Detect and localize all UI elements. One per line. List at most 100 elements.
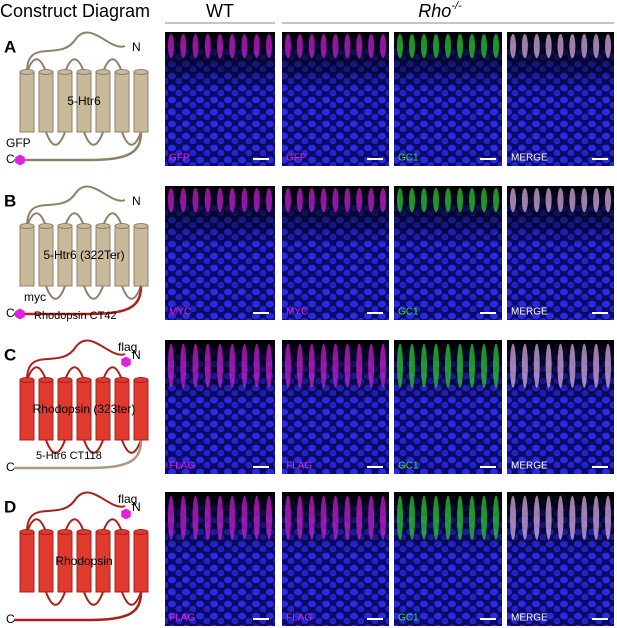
micrograph: FLAG <box>165 340 275 474</box>
stain <box>229 343 236 388</box>
helix-cap <box>95 69 111 75</box>
stain <box>581 343 588 388</box>
helix-cap <box>76 377 92 383</box>
stain <box>241 188 248 213</box>
helix <box>38 531 54 593</box>
stain <box>593 34 600 59</box>
loop <box>26 31 142 146</box>
stain <box>356 188 363 213</box>
stain <box>569 495 576 540</box>
stain <box>557 188 564 213</box>
c-terminus <box>14 285 143 316</box>
stain <box>445 34 451 59</box>
stain <box>481 188 487 213</box>
stain <box>469 34 475 59</box>
stain <box>241 495 248 540</box>
stain <box>457 188 463 213</box>
stain <box>229 34 236 59</box>
channel-label: MERGE <box>511 613 548 624</box>
micrograph: GC1 <box>394 340 502 474</box>
stain <box>409 343 415 388</box>
stain <box>521 495 528 540</box>
stain <box>433 188 439 213</box>
helix-cap <box>114 529 130 535</box>
stain <box>285 343 291 388</box>
helix-cap <box>38 223 54 229</box>
stain <box>204 188 211 213</box>
helix-cap <box>133 223 149 229</box>
n-label: N <box>132 194 141 208</box>
stain <box>569 34 576 59</box>
stain <box>168 343 174 388</box>
micrograph: FLAG <box>282 492 389 626</box>
helix-cap <box>38 529 54 535</box>
helix-cap <box>133 69 149 75</box>
tag-hexagon <box>15 154 25 166</box>
stain <box>433 343 439 388</box>
stain <box>593 188 600 213</box>
stain <box>168 495 174 540</box>
stain <box>397 495 403 540</box>
stain <box>320 343 327 388</box>
stain <box>397 188 403 213</box>
channel-label: FLAG <box>286 461 312 472</box>
tail-label: Rhodopsin CT42 <box>34 310 117 322</box>
stain <box>397 343 403 388</box>
stain <box>253 343 260 388</box>
construct-name: Rhodopsin (323ter) <box>33 402 136 416</box>
helix-cap <box>19 223 35 229</box>
stain <box>296 34 303 59</box>
channel-label: MERGE <box>511 461 548 472</box>
channel-label: MERGE <box>511 307 548 318</box>
stain <box>533 34 540 59</box>
stain <box>266 343 272 388</box>
stain <box>320 495 327 540</box>
stain <box>421 343 427 388</box>
stain <box>605 495 611 540</box>
helix-cap <box>57 223 73 229</box>
tail-label: 5-Htr6 CT118 <box>36 450 102 462</box>
helix <box>19 531 35 593</box>
construct-name: 5-Htr6 <box>67 94 101 108</box>
stain <box>217 188 223 213</box>
stain <box>296 495 303 540</box>
stain <box>445 343 451 388</box>
stain <box>457 495 463 540</box>
helix-cap <box>114 377 130 383</box>
micrograph: GFP <box>165 32 275 166</box>
stain <box>380 188 386 213</box>
stain <box>192 34 199 59</box>
stain <box>557 495 564 540</box>
row-letter: D <box>4 497 16 516</box>
stain <box>368 188 375 213</box>
stain <box>493 343 499 388</box>
stain <box>421 34 427 59</box>
helix-cap <box>114 223 130 229</box>
stain <box>229 495 236 540</box>
helix-cap <box>133 529 149 535</box>
stain <box>332 188 339 213</box>
stain <box>457 343 463 388</box>
helix <box>19 225 35 287</box>
stain <box>356 495 363 540</box>
stain <box>605 188 611 213</box>
helix-cap <box>19 377 35 383</box>
stain <box>545 343 552 388</box>
construct-name: Rhodopsin <box>55 554 112 568</box>
stain <box>253 188 260 213</box>
helix-cap <box>76 69 92 75</box>
stain <box>493 495 499 540</box>
helix <box>19 71 35 133</box>
stain <box>409 495 415 540</box>
stain <box>380 34 386 59</box>
helix <box>133 71 149 133</box>
stain <box>368 495 375 540</box>
stain <box>469 188 475 213</box>
micrograph: FLAG <box>165 492 275 626</box>
stain <box>457 34 463 59</box>
channel-label: GC1 <box>398 461 419 472</box>
micrograph: MERGE <box>507 492 614 626</box>
stain <box>332 495 339 540</box>
stain <box>557 343 564 388</box>
stain <box>557 34 564 59</box>
